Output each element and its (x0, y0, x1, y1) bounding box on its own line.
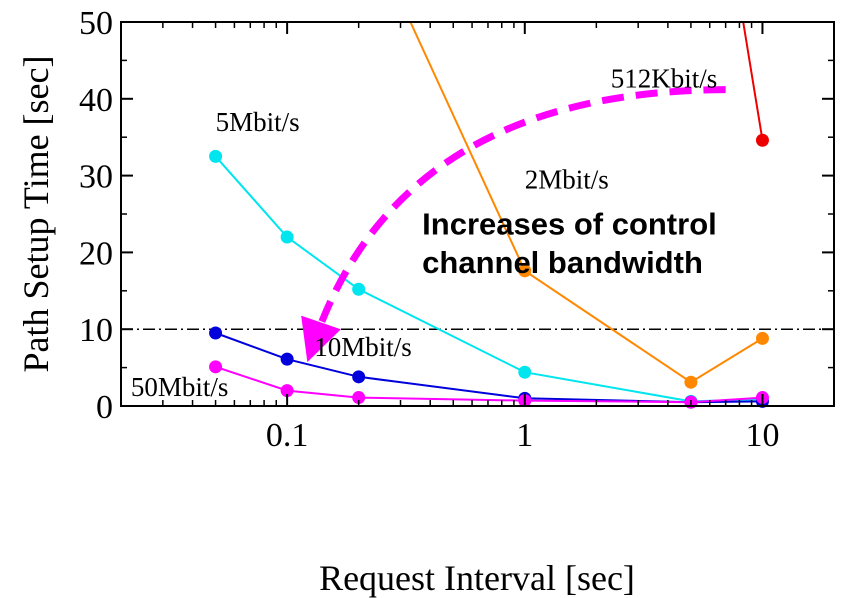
annotation-line: channel bandwidth (422, 245, 703, 280)
series-label-50mbit-s: 50Mbit/s (131, 372, 229, 402)
bandwidth-increase-arrow (301, 86, 726, 363)
data-point-50mbit-s (280, 384, 294, 398)
data-point-10mbit-s (209, 326, 223, 340)
data-point-50mbit-s (209, 360, 223, 374)
series-label-512kbit-s: 512Kbit/s (611, 63, 718, 93)
y-tick-label: 30 (79, 159, 113, 196)
y-tick-label: 20 (79, 235, 113, 272)
series-label-2mbit-s: 2Mbit/s (525, 165, 609, 195)
data-point-2mbit-s (684, 375, 698, 389)
series-line-2mbit-s (409, 21, 764, 384)
data-point-10mbit-s (352, 370, 366, 384)
y-axis-title: Path Setup Time [sec] (16, 55, 56, 372)
series-label-10mbit-s: 10Mbit/s (314, 332, 412, 362)
y-tick-label: 40 (79, 82, 113, 119)
series-label-5mbit-s: 5Mbit/s (216, 107, 300, 137)
x-tick-label: 1 (516, 417, 533, 454)
data-point-5mbit-s (352, 282, 366, 296)
data-point-512kbit-s (755, 133, 769, 147)
y-tick-label: 10 (79, 312, 113, 349)
series-line-50mbit-s (215, 365, 763, 404)
x-tick-label: 0.1 (266, 417, 309, 454)
data-point-2mbit-s (518, 264, 532, 278)
x-tick-label: 10 (745, 417, 779, 454)
data-point-10mbit-s (280, 352, 294, 366)
annotation-line: Increases of control (422, 207, 717, 242)
data-point-50mbit-s (352, 391, 366, 405)
data-point-5mbit-s (280, 230, 294, 244)
y-tick-label: 50 (79, 5, 113, 42)
y-tick-label: 0 (96, 389, 113, 426)
data-point-5mbit-s (209, 149, 223, 163)
data-point-2mbit-s (755, 331, 769, 345)
series-line-512kbit-s (742, 21, 764, 141)
x-axis-title: Request Interval [sec] (319, 558, 635, 598)
data-point-5mbit-s (518, 365, 532, 379)
